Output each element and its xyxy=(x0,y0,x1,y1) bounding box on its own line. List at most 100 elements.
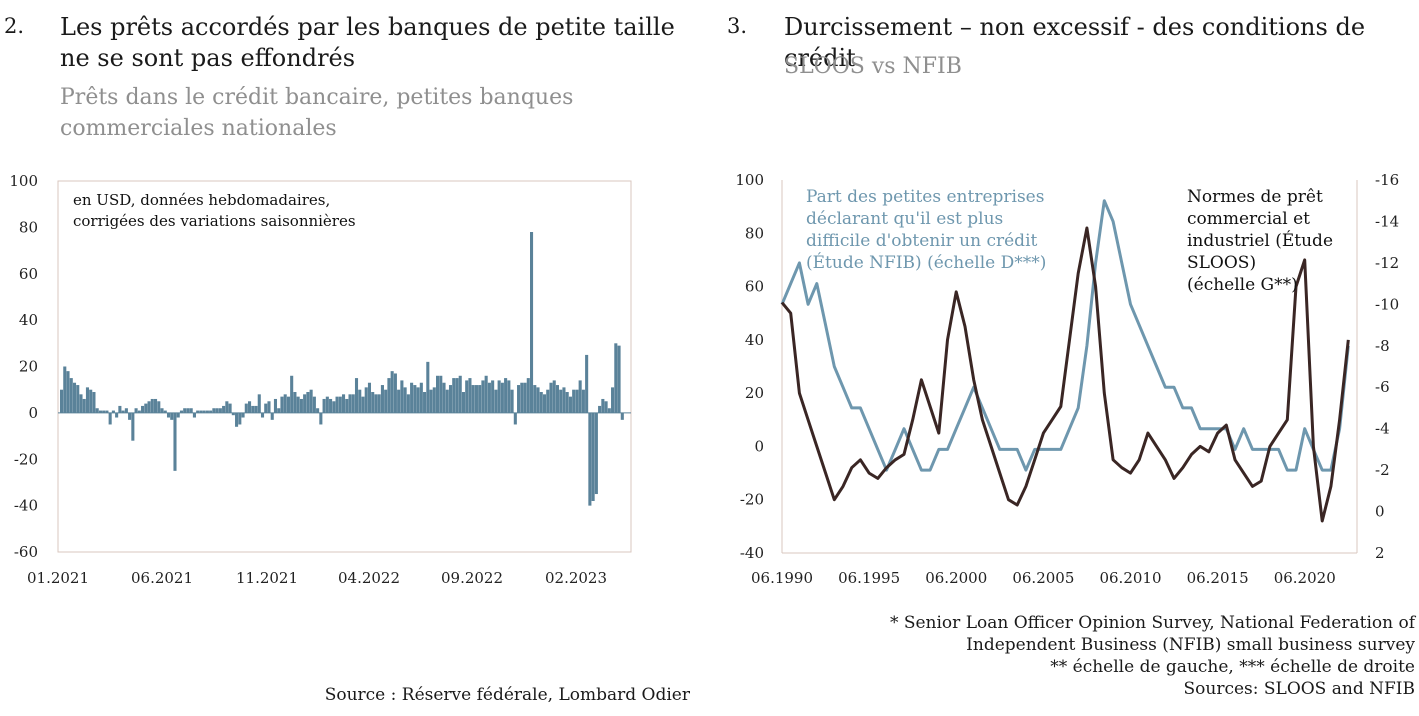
bar xyxy=(72,382,77,413)
line-chart-right: 100806040200-20-40-16-14-12-10-8-6-4-202… xyxy=(735,171,1399,587)
bar xyxy=(345,398,349,413)
bar xyxy=(218,408,222,413)
bar xyxy=(426,361,430,413)
x-tick-label: 06.2005 xyxy=(1012,569,1074,587)
chart-title-left-line2: ne se sont pas effondrés xyxy=(60,44,356,72)
source-right: Sources: SLOOS and NFIB xyxy=(1183,679,1415,699)
bar xyxy=(105,410,109,413)
bar xyxy=(549,382,553,413)
footnotes: * Senior Loan Officer Opinion Survey, Na… xyxy=(775,612,1415,700)
bar xyxy=(439,375,443,413)
bar xyxy=(520,382,524,413)
bar xyxy=(448,385,453,413)
bar xyxy=(131,412,135,441)
bar xyxy=(478,385,482,413)
bar xyxy=(442,382,446,413)
bar xyxy=(335,396,339,413)
bar xyxy=(137,410,141,413)
bar xyxy=(572,389,576,413)
bar xyxy=(468,378,472,413)
bar xyxy=(507,380,511,413)
bar xyxy=(192,412,196,418)
x-tick-label: 06.1990 xyxy=(751,569,813,587)
y-left-tick-label: 40 xyxy=(745,331,764,349)
x-tick-label: 09.2022 xyxy=(441,569,503,587)
bar xyxy=(154,398,158,413)
bar xyxy=(147,401,151,413)
bar xyxy=(513,412,517,425)
bar xyxy=(361,396,365,413)
bar xyxy=(231,412,235,416)
bar xyxy=(222,405,226,413)
bar xyxy=(598,405,602,413)
chart-subtitle-left-line2: commerciales nationales xyxy=(60,116,337,141)
bar xyxy=(60,389,64,413)
bar xyxy=(559,389,563,413)
bar xyxy=(364,387,368,413)
bar xyxy=(92,392,96,413)
bar xyxy=(283,394,287,413)
bar xyxy=(591,412,595,501)
bar xyxy=(290,375,294,413)
bar xyxy=(212,408,216,413)
bar xyxy=(429,389,433,413)
bar xyxy=(487,382,491,413)
y-right-tick-label: -14 xyxy=(1375,212,1399,230)
bar xyxy=(445,389,449,413)
bar xyxy=(471,385,475,413)
bar xyxy=(170,412,174,420)
bar xyxy=(500,382,504,413)
bar xyxy=(568,396,572,413)
bar xyxy=(607,408,611,413)
y-right-tick-label: -6 xyxy=(1375,378,1390,396)
bar xyxy=(393,373,397,413)
y-tick-label: 80 xyxy=(19,218,38,236)
bar xyxy=(312,396,316,413)
bar xyxy=(410,382,414,413)
bar xyxy=(332,401,336,413)
y-right-tick-label: -2 xyxy=(1375,461,1390,479)
x-tick-label: 02.2023 xyxy=(545,569,607,587)
bar xyxy=(494,389,498,413)
y-left-tick-label: -40 xyxy=(740,544,764,562)
bar xyxy=(617,345,621,413)
bar xyxy=(611,387,615,413)
bar xyxy=(406,394,410,413)
bar xyxy=(124,408,128,413)
bar xyxy=(144,403,148,413)
bar xyxy=(465,380,469,413)
footnote-line: ** échelle de gauche, *** échelle de dro… xyxy=(1050,657,1415,677)
y-right-tick-label: 2 xyxy=(1375,544,1385,562)
bar xyxy=(251,405,255,413)
nfib-label-line: difficile d'obtenir un crédit xyxy=(806,231,1038,251)
bar xyxy=(89,389,93,413)
x-tick-label: 01.2021 xyxy=(27,569,89,587)
bar xyxy=(536,387,540,413)
bar xyxy=(76,385,80,413)
bar xyxy=(319,412,323,425)
y-left-tick-label: 60 xyxy=(745,278,764,296)
bar xyxy=(491,380,495,413)
bar xyxy=(209,410,213,413)
bar xyxy=(565,392,569,413)
bar xyxy=(176,412,180,418)
bar xyxy=(620,412,624,420)
bar xyxy=(542,394,547,413)
sloos-label-line: SLOOS) xyxy=(1187,253,1257,273)
bar xyxy=(384,389,388,413)
bar xyxy=(530,232,534,413)
bar xyxy=(79,394,83,413)
nfib-series-label: Part des petites entreprises déclarant q… xyxy=(806,186,1046,274)
bar xyxy=(215,408,219,413)
bar xyxy=(458,375,462,413)
bar xyxy=(387,378,391,413)
chart-number-right: 3. xyxy=(727,14,748,38)
x-tick-label: 06.2015 xyxy=(1187,569,1249,587)
bar xyxy=(82,398,86,413)
y-tick-label: 100 xyxy=(9,172,38,190)
nfib-line xyxy=(780,199,1350,472)
nfib-label-line: Part des petites entreprises xyxy=(806,187,1045,207)
bar xyxy=(416,387,420,413)
y-left-tick-label: -20 xyxy=(740,491,764,509)
